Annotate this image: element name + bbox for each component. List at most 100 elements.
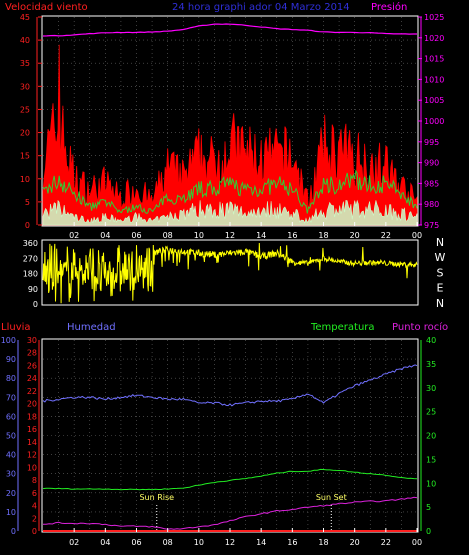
pressure-axis-tick-label: 975 bbox=[424, 221, 439, 230]
pressure-axis-tick-label: 1020 bbox=[424, 34, 444, 43]
direction-axis-tick-label: 360 bbox=[23, 239, 38, 248]
rain-axis-tick-label: 24 bbox=[27, 374, 37, 383]
pressure-axis-tick-label: 985 bbox=[424, 179, 439, 188]
humidity-axis-tick-label: 100 bbox=[1, 336, 16, 345]
x-tick-label: 16 bbox=[287, 231, 297, 240]
x-tick-label: 10 bbox=[194, 538, 204, 547]
rain-axis-tick-label: 4 bbox=[32, 502, 37, 511]
pressure-axis-tick-label: 980 bbox=[424, 200, 439, 209]
rain-axis-tick-label: 8 bbox=[32, 476, 37, 485]
humidity-axis-title: Humedad bbox=[67, 322, 116, 333]
humidity-axis-tick-label: 70 bbox=[6, 393, 16, 402]
direction-axis-tick-label: 180 bbox=[23, 270, 38, 279]
pressure-axis-tick-label: 990 bbox=[424, 159, 439, 168]
compass-label: S bbox=[437, 266, 444, 279]
compass-label: N bbox=[436, 297, 444, 310]
temperature-axis-tick-label: 20 bbox=[426, 432, 436, 441]
wind-axis-tick-label: 30 bbox=[20, 82, 30, 91]
temperature-axis-tick-label: 10 bbox=[426, 479, 436, 488]
humidity-axis-tick-label: 90 bbox=[6, 355, 16, 364]
x-tick-label: 12 bbox=[225, 538, 235, 547]
pressure-axis-tick-label: 1015 bbox=[424, 55, 444, 64]
sun-event-label: Sun Rise bbox=[139, 493, 174, 502]
rain-axis-tick-label: 28 bbox=[27, 349, 37, 358]
compass-label: N bbox=[436, 236, 444, 249]
page-title: 24 hora graphi ador 04 Marzo 2014 bbox=[172, 2, 350, 13]
temperature-axis-tick-label: 25 bbox=[426, 408, 436, 417]
humidity-axis-tick-label: 20 bbox=[6, 489, 16, 498]
temperature-axis-tick-label: 40 bbox=[426, 336, 436, 345]
x-tick-label: 22 bbox=[381, 231, 391, 240]
x-tick-label: 06 bbox=[131, 231, 141, 240]
x-tick-label: 20 bbox=[350, 538, 360, 547]
temp-panel-frame bbox=[41, 338, 419, 533]
wind-axis-tick-label: 45 bbox=[20, 13, 30, 22]
temperature-axis-tick-label: 35 bbox=[426, 360, 436, 369]
compass-label: E bbox=[437, 282, 444, 295]
rain-axis-tick-label: 6 bbox=[32, 489, 37, 498]
direction-axis-tick-label: 270 bbox=[23, 254, 38, 263]
rain-axis-tick-label: 30 bbox=[27, 336, 37, 345]
wind-speed-title: Velocidad viento bbox=[5, 2, 88, 13]
rain-axis-title: Lluvia bbox=[1, 322, 31, 333]
x-tick-label: 22 bbox=[381, 538, 391, 547]
min-wind-series-area bbox=[42, 199, 418, 226]
humidity-axis-tick-label: 80 bbox=[6, 374, 16, 383]
rain-axis-tick-label: 26 bbox=[27, 361, 37, 370]
pressure-series-line bbox=[42, 23, 417, 37]
x-tick-label: 08 bbox=[163, 231, 173, 240]
wind-panel-x-axis: 02 04 06 08 10 12 14 16 18 20 22 00 bbox=[69, 222, 422, 240]
rain-axis-tick-label: 2 bbox=[32, 514, 37, 523]
x-tick-label: 18 bbox=[318, 231, 328, 240]
x-tick-label: 02 bbox=[69, 538, 79, 547]
humidity-axis-tick-label: 60 bbox=[6, 412, 16, 421]
x-tick-label: 14 bbox=[256, 538, 266, 547]
wind-axis-tick-label: 5 bbox=[25, 198, 30, 207]
x-tick-label: 18 bbox=[318, 538, 328, 547]
x-tick-label: 00 bbox=[412, 231, 422, 240]
direction-panel-plot bbox=[42, 242, 418, 304]
pressure-title: Presión bbox=[371, 1, 407, 13]
x-tick-label: 20 bbox=[350, 231, 360, 240]
rain-axis-tick-label: 22 bbox=[27, 387, 37, 396]
humidity-axis: 0 10 20 30 40 50 60 70 80 90 100 bbox=[1, 336, 19, 536]
x-tick-label: 02 bbox=[69, 231, 79, 240]
direction-panel-frame bbox=[41, 239, 419, 306]
humidity-axis-tick-label: 50 bbox=[6, 432, 16, 441]
dewpoint-axis-title: Punto rocío bbox=[392, 321, 448, 333]
wind-axis-tick-label: 25 bbox=[20, 105, 30, 114]
x-tick-label: 16 bbox=[287, 538, 297, 547]
pressure-axis-tick-label: 1000 bbox=[424, 117, 444, 126]
dewpoint-series-line bbox=[43, 496, 418, 530]
x-tick-label: 14 bbox=[256, 231, 266, 240]
wind-axis-tick-label: 35 bbox=[20, 59, 30, 68]
wind-axis-tick-label: 15 bbox=[20, 152, 30, 161]
humidity-axis-tick-label: 40 bbox=[6, 451, 16, 460]
temperature-series-line bbox=[42, 468, 418, 491]
rain-axis-tick-label: 20 bbox=[27, 400, 37, 409]
wind-panel-plot bbox=[42, 23, 418, 226]
direction-axis-tick-label: 90 bbox=[28, 285, 38, 294]
avg-wind-series-line bbox=[42, 169, 418, 214]
humidity-axis-tick-label: 30 bbox=[6, 470, 16, 479]
rain-axis-tick-label: 0 bbox=[32, 527, 37, 536]
humidity-axis-tick-label: 0 bbox=[11, 527, 16, 536]
gust-series-area bbox=[42, 44, 418, 226]
x-tick-label: 10 bbox=[194, 231, 204, 240]
wind-speed-axis: 0 5 10 15 20 25 30 35 40 45 bbox=[20, 13, 42, 230]
x-tick-label: 12 bbox=[225, 231, 235, 240]
x-tick-label: 06 bbox=[131, 538, 141, 547]
rain-axis-tick-label: 10 bbox=[27, 463, 37, 472]
wind-axis-tick-label: 10 bbox=[20, 175, 30, 184]
rain-axis-tick-label: 14 bbox=[27, 438, 37, 447]
wind-axis-tick-label: 40 bbox=[20, 36, 30, 45]
pressure-axis: 975 980 985 990 995 1000 1005 1010 1015 1020 1025 bbox=[418, 13, 444, 230]
x-tick-label: 04 bbox=[100, 231, 110, 240]
humidity-series-line bbox=[42, 364, 418, 407]
rain-axis-tick-label: 12 bbox=[27, 451, 37, 460]
sun-event-label: Sun Set bbox=[316, 493, 347, 502]
